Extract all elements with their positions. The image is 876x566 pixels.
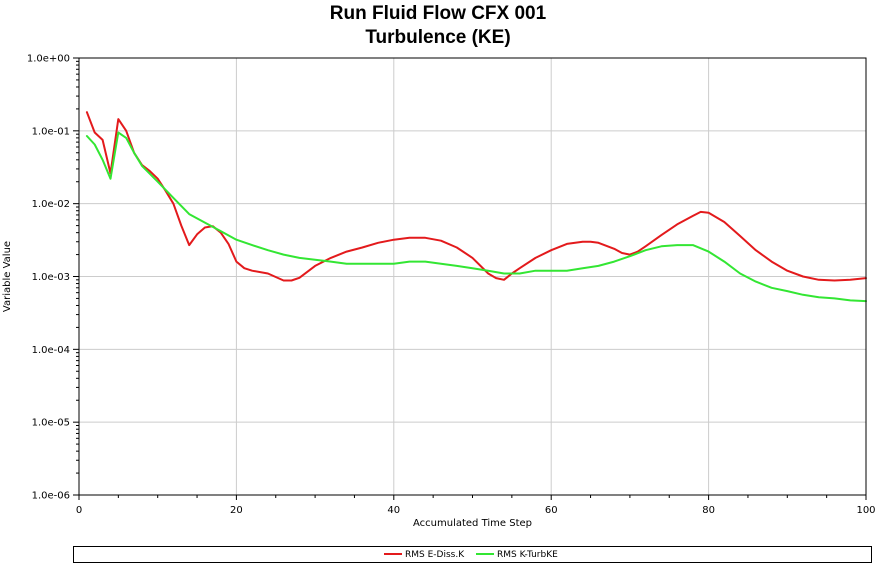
grid-layer [79,58,866,495]
y-tick-label: 1.0e-01 [32,126,70,137]
chart-title: Run Fluid Flow CFX 001 Turbulence (KE) [0,2,876,50]
y-tick-label: 1.0e-05 [32,418,70,429]
legend-label-k-turbke: RMS K-TurbKE [497,550,558,560]
chart-title-line-1: Run Fluid Flow CFX 001 [329,3,547,24]
y-tick-label: 1.0e-06 [32,491,70,502]
legend: RMS E-Diss.K RMS K-TurbKE [73,546,872,563]
series-line-e-diss [85,111,867,282]
x-tick-label: 40 [387,505,400,516]
x-tick-label: 80 [702,505,715,516]
legend-entry-k-turbke: RMS K-TurbKE [476,549,558,561]
y-tick-label: 1.0e+00 [27,54,70,65]
legend-entry-e-diss: RMS E-Diss.K [384,549,464,561]
x-tick-label: 60 [545,505,558,516]
tick-layer: 0 20 40 60 80 100 1.0e-06 1.0e-05 1.0e-04 1.0e-03… [27,54,876,517]
legend-swatch-e-diss [384,552,402,555]
y-tick-label: 1.0e-03 [32,272,70,283]
y-tick-label: 1.0e-02 [32,199,70,210]
legend-swatch-k-turbke [476,552,494,555]
legend-label-e-diss: RMS E-Diss.K [405,550,465,560]
series-line-k-turbke [85,131,867,303]
y-axis-label: Variable Value [2,241,13,312]
y-tick-label: 1.0e-04 [32,345,70,356]
series-layer [85,111,867,303]
x-tick-label: 100 [856,505,875,516]
x-tick-label: 0 [76,505,82,516]
x-axis-label: Accumulated Time Step [413,518,532,529]
x-tick-label: 20 [230,505,243,516]
chart-title-line-2: Turbulence (KE) [365,27,511,48]
